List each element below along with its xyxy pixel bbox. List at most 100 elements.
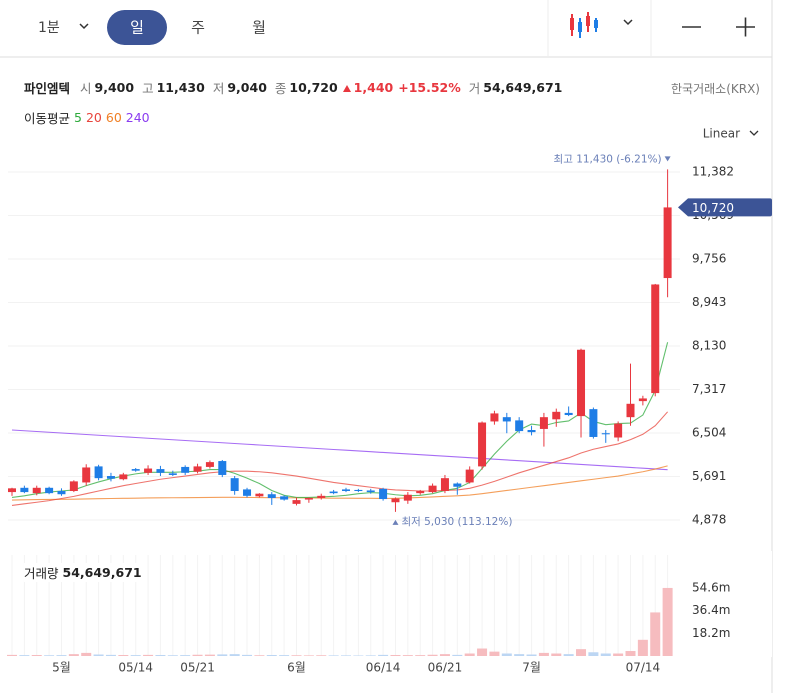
tab-selected-bg[interactable]	[107, 10, 167, 45]
tab[interactable]: 1분	[38, 20, 60, 36]
tab[interactable]: 월	[252, 19, 266, 37]
field-value: 11,430	[156, 80, 205, 95]
x-tick-label: 05/14	[118, 661, 153, 675]
ma-legend-item[interactable]: 60	[105, 110, 122, 125]
volume-bar	[427, 654, 438, 656]
scale-chevron[interactable]	[749, 130, 759, 136]
ma-legend-item[interactable]: 20	[85, 110, 102, 125]
volume-bar	[316, 655, 327, 656]
dropdown-chevron[interactable]	[623, 19, 633, 26]
candle-body	[304, 497, 313, 500]
candle-body	[243, 489, 252, 496]
change: 1,440	[353, 80, 394, 95]
volume-bar	[7, 654, 17, 656]
volume-bar	[44, 655, 55, 656]
volume-bar	[180, 655, 191, 656]
x-tick-label: 7월	[522, 661, 541, 675]
volume-bar	[303, 655, 314, 656]
volume-bar	[217, 654, 228, 656]
volume-bar	[650, 612, 661, 656]
volume-bar	[489, 651, 500, 656]
volume-bar	[600, 653, 611, 656]
change-pct: +15.52%	[398, 80, 461, 95]
ma-legend-item[interactable]: 240	[125, 110, 150, 125]
volume-bar	[613, 653, 624, 656]
volume-bar	[93, 654, 104, 656]
candle-body	[539, 417, 548, 429]
volume-bar	[266, 655, 277, 656]
ma-legend-item[interactable]: 5	[74, 110, 82, 125]
volume-bar	[576, 649, 587, 656]
volume-bar	[254, 655, 265, 656]
candle-body	[564, 412, 573, 416]
candle-body	[218, 461, 227, 475]
high-marker	[664, 156, 671, 162]
candle-body	[341, 489, 350, 492]
candle-body	[379, 488, 388, 500]
chart-type-icon[interactable]	[570, 12, 598, 38]
moving-average-line	[11, 411, 669, 507]
candle-body	[478, 422, 487, 467]
y-tick-label: 36.4m	[692, 603, 730, 617]
candle-body	[589, 409, 598, 437]
y-tick-label: 54.6m	[692, 581, 730, 595]
volume-bar	[291, 655, 302, 656]
y-tick-label: 7,317	[692, 382, 726, 396]
x-tick-label: 06/21	[428, 661, 463, 675]
volume-bar	[204, 654, 215, 656]
candle-body	[577, 349, 586, 417]
candle-body	[292, 500, 301, 504]
candle-body	[465, 469, 474, 483]
up-triangle	[342, 84, 351, 92]
x-tick-label: 5월	[52, 661, 71, 675]
tab[interactable]: 주	[191, 19, 205, 37]
volume-bar	[340, 655, 351, 656]
ma-label: 이동평균	[24, 111, 71, 126]
last-price-tag	[678, 198, 772, 217]
volume-bar	[390, 655, 401, 656]
field-value: 10,720	[289, 80, 338, 95]
candle-body	[106, 476, 115, 479]
candle-body	[32, 487, 41, 494]
candle-body	[119, 474, 128, 480]
moving-average-line	[11, 465, 668, 501]
candle-body	[502, 417, 511, 422]
field-label: 거	[468, 81, 481, 96]
y-tick-label: 6,504	[692, 426, 726, 440]
volume-bar	[551, 653, 562, 656]
candle-body	[45, 487, 54, 494]
candle-body	[205, 462, 214, 467]
x-tick-label: 05/21	[180, 661, 215, 675]
candle-body	[329, 491, 338, 494]
y-tick-label: 4,878	[692, 513, 726, 527]
volume-bar	[378, 654, 389, 656]
high-annotation: 최고 11,430 (-6.21%)	[554, 153, 662, 165]
tab[interactable]: 일	[130, 19, 144, 37]
candle-body	[267, 494, 276, 498]
candle-body	[527, 430, 536, 433]
candle-body	[626, 403, 635, 418]
candle-body	[193, 466, 202, 472]
stock-name: 파인엠텍	[24, 81, 71, 96]
last-price-label: 10,720	[692, 201, 734, 215]
candle-body	[94, 466, 103, 479]
volume-bar	[538, 652, 549, 656]
candle-body	[255, 493, 264, 497]
candle-body	[168, 473, 177, 475]
field-label: 시	[80, 81, 92, 96]
candle-body	[428, 485, 437, 493]
zoom-in[interactable]	[736, 17, 755, 37]
volume-bar	[167, 655, 178, 656]
dropdown-chevron[interactable]	[79, 23, 89, 30]
volume-bar	[192, 654, 203, 656]
candle-body	[638, 398, 647, 402]
scale-mode[interactable]: Linear	[703, 127, 740, 141]
candle-body	[366, 490, 375, 493]
field-value: 9,400	[94, 80, 135, 95]
volume-bar	[501, 653, 512, 656]
moving-average-line	[11, 429, 668, 471]
y-tick-label: 18.2m	[692, 626, 730, 640]
volume-bar	[19, 655, 30, 656]
y-tick-label: 5,691	[692, 469, 726, 483]
